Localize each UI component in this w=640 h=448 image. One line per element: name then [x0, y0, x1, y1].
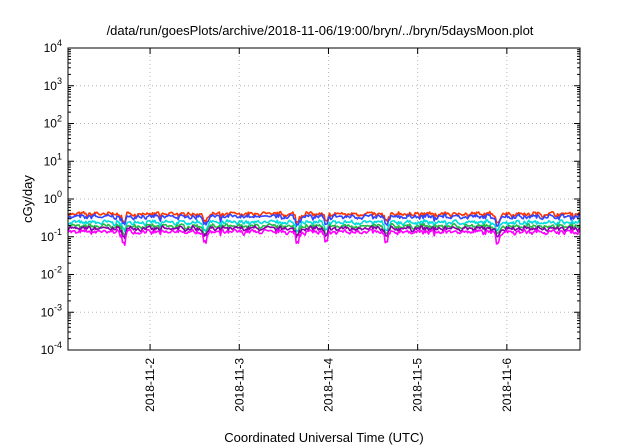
- y-tick-label: 10-3: [41, 302, 62, 319]
- series-line: [67, 228, 581, 246]
- chart-title: /data/run/goesPlots/archive/2018-11-06/1…: [107, 23, 534, 38]
- y-axis-label: cGy/day: [20, 175, 35, 223]
- x-axis: 2018-11-2 2018-11-3 2018-11-4 2018-11-5 2018…: [143, 48, 514, 412]
- series-line: [67, 213, 581, 228]
- y-tick-label: 10-2: [41, 265, 62, 282]
- y-tick-label: 102: [44, 114, 62, 131]
- series-line: [67, 225, 581, 240]
- y-tick-label: 100: [44, 189, 62, 206]
- plot-series: [67, 210, 581, 246]
- x-tick-label: 2018-11-5: [411, 358, 425, 412]
- series-line: [67, 219, 581, 233]
- x-tick-label: 2018-11-2: [143, 358, 157, 412]
- x-axis-label: Coordinated Universal Time (UTC): [224, 430, 423, 445]
- x-tick-label: 2018-11-3: [232, 358, 246, 412]
- grid: [68, 48, 580, 350]
- y-axis: 10-4 10-3 10-2 10-1 100 101 102 103 104: [41, 38, 580, 357]
- y-tick-label: 101: [44, 151, 62, 168]
- y-tick-label: 10-1: [41, 227, 62, 244]
- y-tick-label: 10-4: [41, 340, 62, 357]
- plot-frame: [67, 47, 581, 351]
- y-tick-label: 103: [44, 76, 62, 93]
- x-tick-label: 2018-11-4: [321, 358, 335, 412]
- series-line: [67, 210, 581, 225]
- x-tick-label: 2018-11-6: [500, 358, 514, 412]
- y-tick-label: 104: [44, 38, 62, 55]
